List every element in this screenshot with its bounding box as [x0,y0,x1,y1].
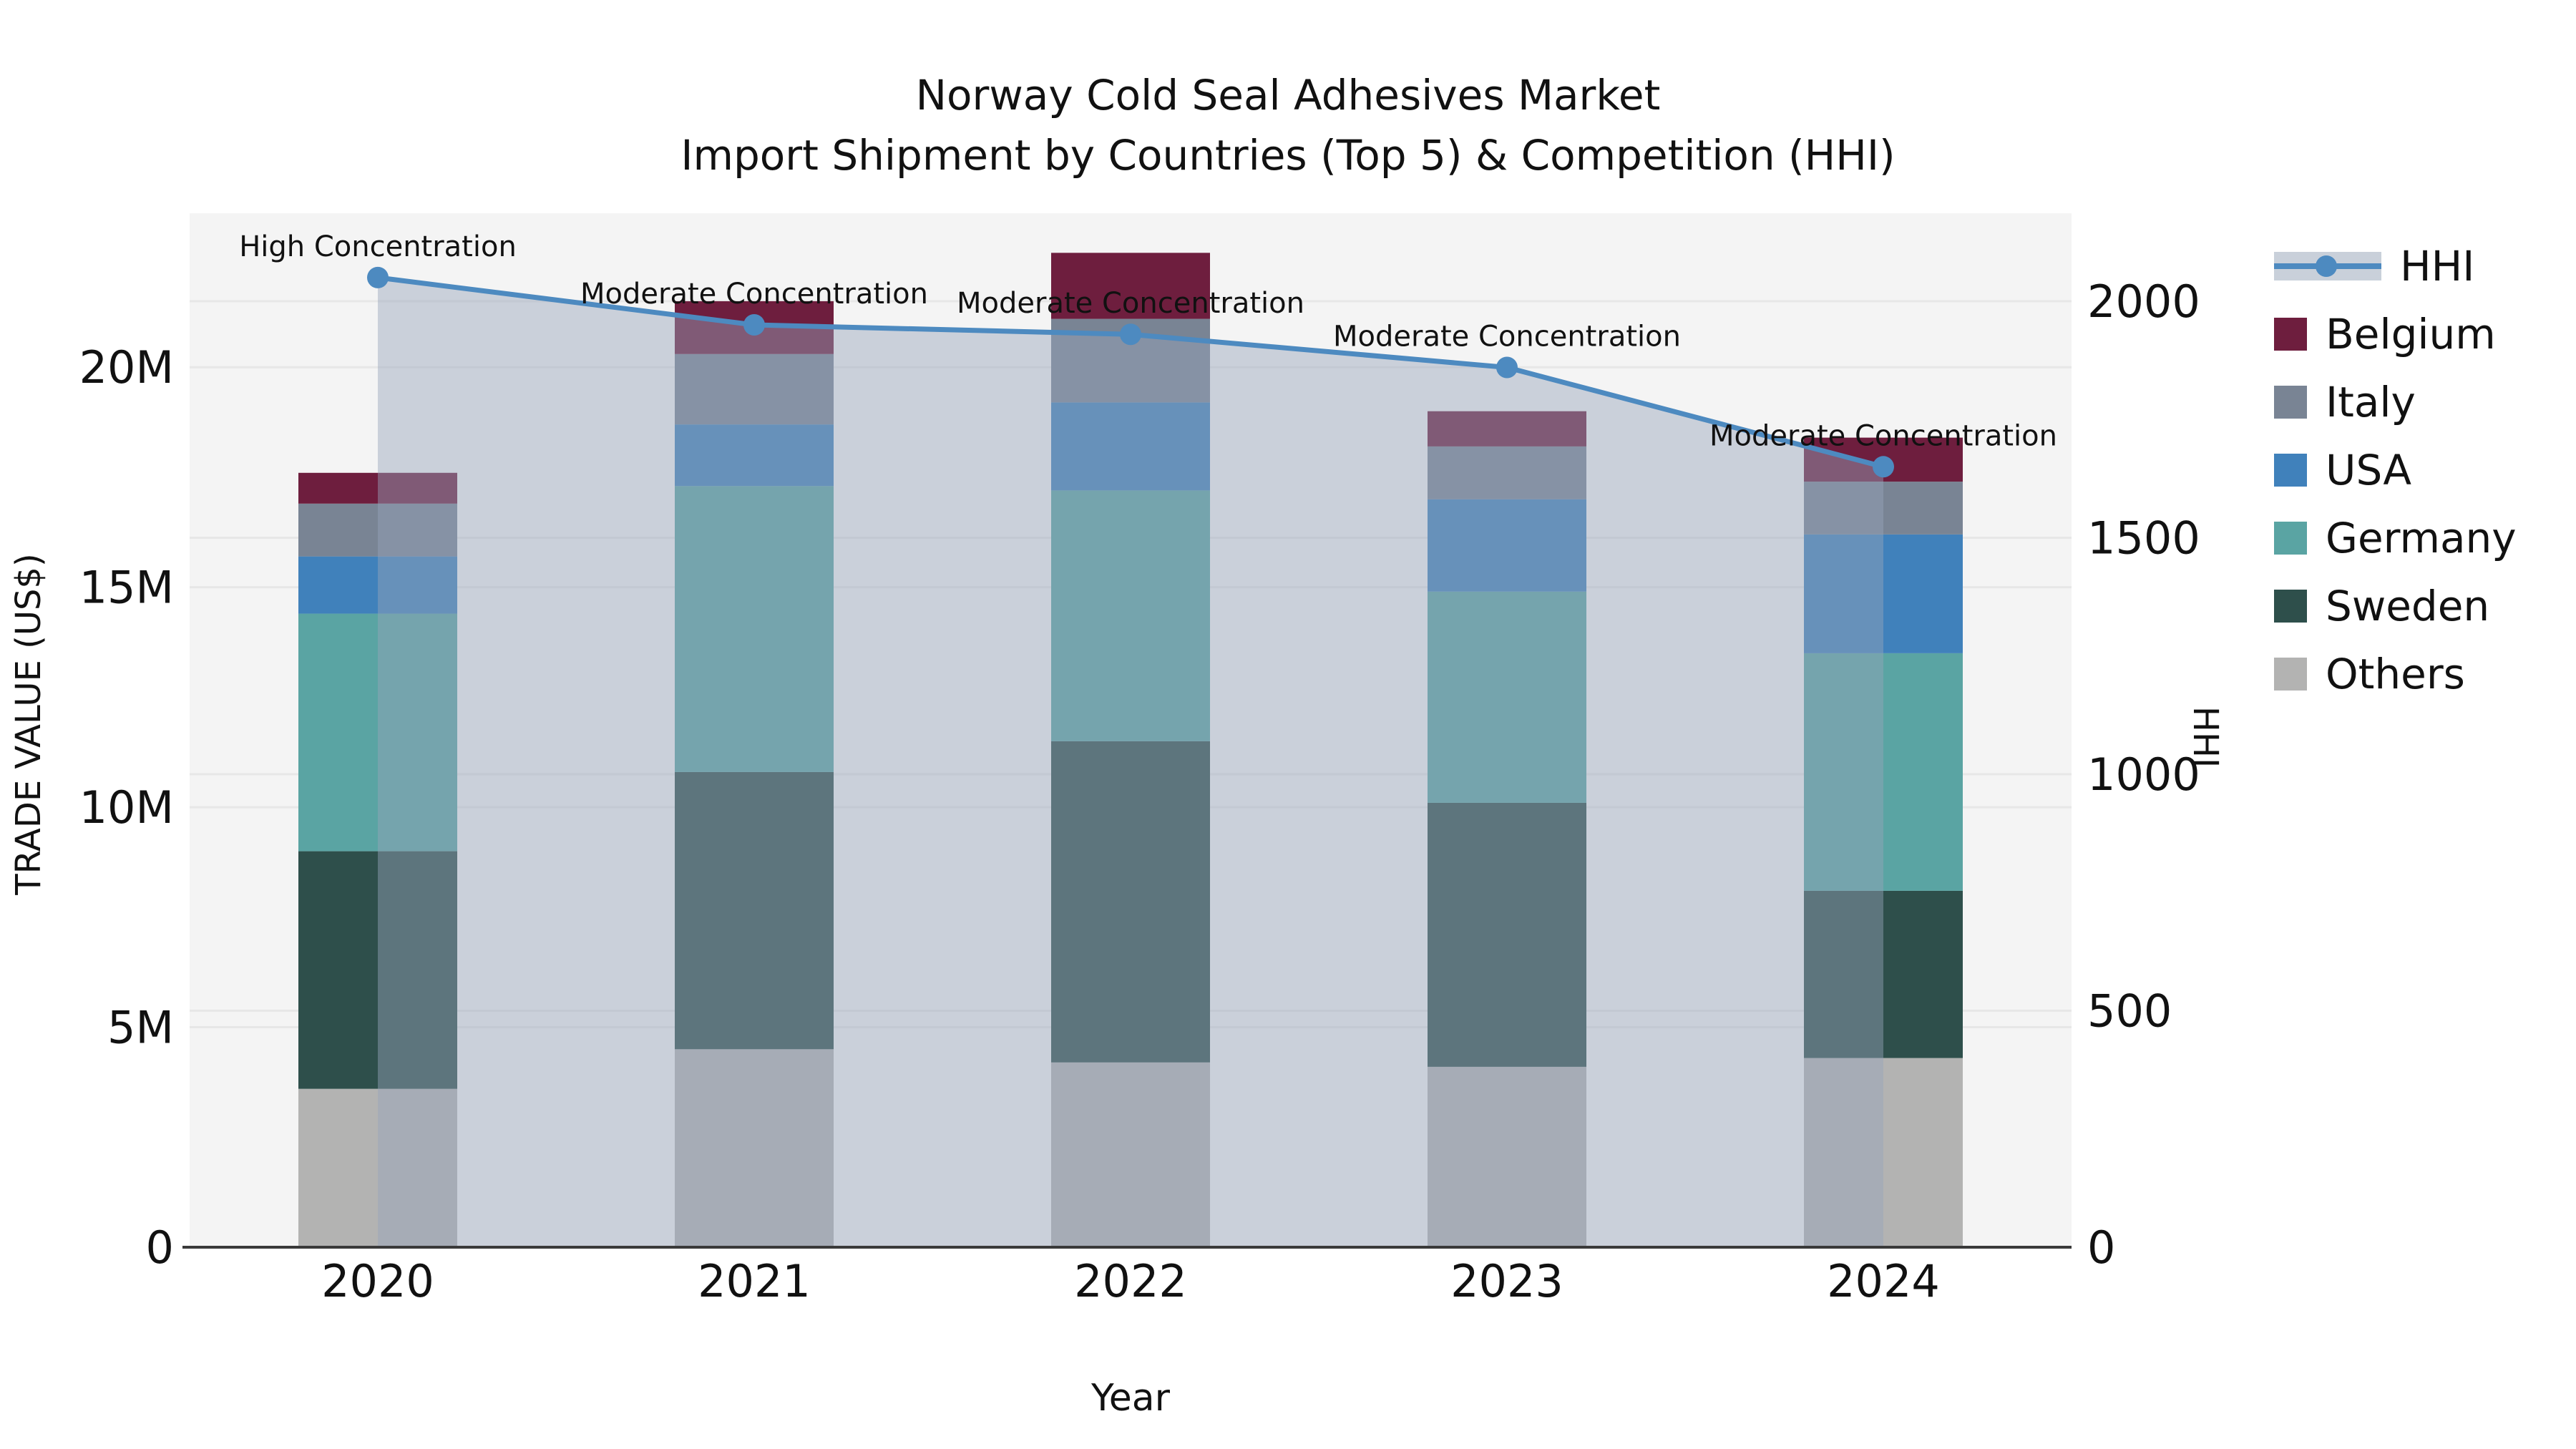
belgium-swatch-icon [2274,318,2307,351]
x-tick-2023: 2023 [1450,1255,1563,1307]
bar-segment-2021-sweden [675,771,834,1050]
y-axis-title-left: TRADE VALUE (US$) [9,553,49,895]
annotation-2021: Moderate Concentration [580,278,928,311]
right-tick-1000: 1000 [2087,748,2200,801]
bar-segment-2022-others [1051,1062,1210,1247]
legend-label-hhi: HHI [2400,242,2475,291]
legend-label-germany: Germany [2326,514,2517,562]
legend-label-sweden: Sweden [2326,582,2490,630]
italy-swatch-icon [2274,386,2307,419]
bar-segment-2022-germany [1051,490,1210,741]
sweden-swatch-icon [2274,590,2307,623]
bar-segment-2021-germany [675,486,834,772]
bar-segment-2022-belgium [1051,253,1210,319]
usa-swatch-icon [2274,454,2307,487]
left-tick-10M: 10M [79,781,174,834]
bar-segment-2021-usa [675,424,834,487]
left-tick-20M: 20M [79,341,174,394]
bar-segment-2022-sweden [1051,741,1210,1063]
right-tick-1500: 1500 [2087,512,2200,564]
left-tick-0: 0 [146,1221,174,1274]
hhi-marker-2020 [367,266,389,288]
legend-item-italy: Italy [2274,381,2517,423]
annotation-2024: Moderate Concentration [1709,419,2057,452]
bar-segment-2021-italy [675,353,834,425]
bar-segment-2024-others [1804,1058,1963,1247]
legend-item-belgium: Belgium [2274,313,2517,355]
others-swatch-icon [2274,658,2307,691]
x-tick-2022: 2022 [1074,1255,1187,1307]
bar-segment-2023-belgium [1428,411,1586,447]
x-tick-2024: 2024 [1827,1255,1940,1307]
hhi-marker-2021 [743,314,765,336]
bar-segment-2020-belgium [298,472,457,504]
hhi-line-swatch-icon [2274,252,2381,280]
legend-item-usa: USA [2274,449,2517,491]
legend-label-others: Others [2326,650,2465,698]
bar-segment-2020-usa [298,556,457,614]
x-tick-2020: 2020 [321,1255,434,1307]
left-tick-5M: 5M [107,1002,174,1054]
bar-segment-2022-usa [1051,402,1210,491]
right-tick-500: 500 [2087,985,2172,1037]
annotation-2022: Moderate Concentration [957,287,1304,320]
bar-segment-2024-usa [1804,534,1963,653]
x-tick-2021: 2021 [698,1255,811,1307]
bar-segment-2021-others [675,1049,834,1247]
legend-label-belgium: Belgium [2326,310,2496,358]
y-axis-title-right: HHI [2185,706,2225,769]
legend-label-italy: Italy [2326,378,2416,426]
annotation-2023: Moderate Concentration [1333,320,1681,353]
bar-segment-2023-italy [1428,446,1586,499]
hhi-marker-2024 [1873,456,1894,478]
bar-segment-2024-italy [1804,482,1963,535]
bar-segment-2020-italy [298,503,457,557]
legend-item-germany: Germany [2274,517,2517,559]
bar-segment-2023-others [1428,1066,1586,1247]
bar-segment-2024-germany [1804,653,1963,891]
bar-segment-2020-others [298,1088,457,1247]
germany-swatch-icon [2274,522,2307,555]
bar-segment-2023-germany [1428,591,1586,803]
legend-label-usa: USA [2326,446,2412,494]
hhi-marker-2023 [1496,356,1518,379]
legend-item-hhi: HHI [2274,245,2517,287]
bar-segment-2020-germany [298,613,457,852]
chart-title-line2: Import Shipment by Countries (Top 5) & C… [680,131,1896,180]
left-tick-15M: 15M [79,562,174,614]
bar-segment-2020-sweden [298,851,457,1089]
right-tick-0: 0 [2087,1221,2115,1274]
bar-segment-2024-sweden [1804,890,1963,1058]
bar-segment-2023-usa [1428,499,1586,592]
legend-item-sweden: Sweden [2274,585,2517,627]
x-axis-title: Year [1091,1377,1171,1420]
chart-title-line1: Norway Cold Seal Adhesives Market [915,71,1661,119]
hhi-marker-2022 [1120,323,1141,346]
legend: HHI Belgium Italy USA Germany Sweden Oth… [2274,245,2517,695]
bar-segment-2023-sweden [1428,802,1586,1067]
hhi-area-fill [378,277,1883,1247]
legend-item-others: Others [2274,653,2517,695]
right-tick-2000: 2000 [2087,275,2200,328]
annotation-2020: High Concentration [239,230,517,263]
